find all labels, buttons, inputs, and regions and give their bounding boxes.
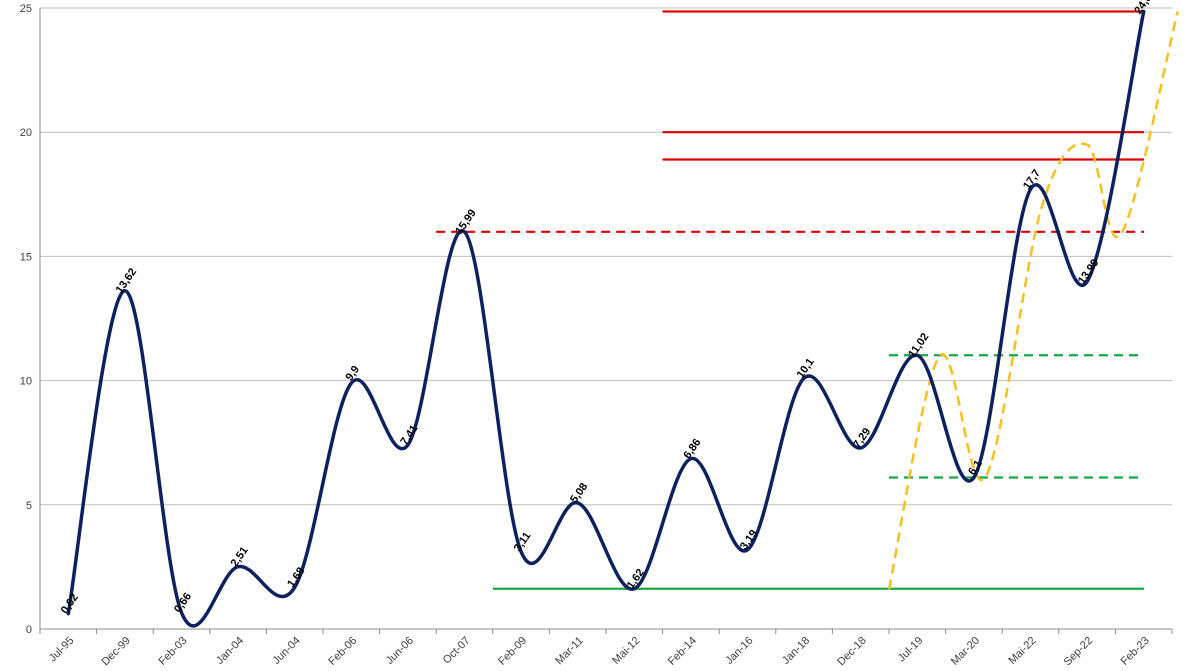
y-tick-labels: 0 5 10 15 20 25 xyxy=(20,3,32,636)
y-tick-label: 25 xyxy=(20,3,32,15)
x-tick-label: Jul-19 xyxy=(896,635,926,665)
data-point xyxy=(972,475,976,479)
y-tick-label: 0 xyxy=(26,624,32,636)
data-point xyxy=(746,548,749,552)
x-tick-label: Feb-06 xyxy=(326,635,359,668)
reference-lines xyxy=(436,10,1144,590)
x-tick-label: Feb-14 xyxy=(666,635,699,668)
series-line xyxy=(66,9,1146,628)
data-point xyxy=(349,381,353,385)
y-tick-label: 20 xyxy=(20,127,32,139)
data-point xyxy=(406,443,410,447)
data-label: 13,62 xyxy=(114,266,140,295)
x-tick-label: Jun-06 xyxy=(384,635,416,667)
x-tick-label: Jan-18 xyxy=(780,635,812,667)
data-label: 2,51 xyxy=(229,545,251,569)
x-tick-label: Mar-11 xyxy=(553,635,586,668)
data-point xyxy=(802,376,806,380)
gridlines xyxy=(40,7,1172,506)
x-tick-label: Feb-09 xyxy=(496,635,529,668)
data-point xyxy=(915,353,919,357)
series-layer xyxy=(66,9,1146,628)
x-tick-label: Jan-16 xyxy=(723,635,755,667)
x-tick-label: Mai-12 xyxy=(610,635,642,667)
data-label: 6,86 xyxy=(681,437,703,461)
data-point xyxy=(236,565,240,569)
x-tick-labels: Jul-95 Dec-99 Feb-03 Jan-04 Jun-04 Feb-06 Jun-… xyxy=(47,635,1152,669)
x-tick-label: Feb-03 xyxy=(156,635,189,668)
data-label: 0,62 xyxy=(59,592,81,616)
y-tick-label: 5 xyxy=(26,500,32,512)
data-point xyxy=(519,550,523,554)
axes xyxy=(39,8,1173,634)
data-label: 7,41 xyxy=(398,423,420,447)
x-tick-label: Dec-99 xyxy=(99,635,133,669)
x-tick-label: Sep-22 xyxy=(1062,635,1096,669)
x-tick-label: Jan-04 xyxy=(214,635,246,667)
x-tick-label: Mar-20 xyxy=(949,635,982,668)
data-point xyxy=(463,230,466,234)
data-point xyxy=(689,457,693,461)
projection-line xyxy=(887,11,1179,590)
data-point xyxy=(632,587,636,591)
data-label: 5,08 xyxy=(568,481,590,505)
data-point xyxy=(859,446,863,450)
data-labels: 0,6213,620,662,511,689,97,4115,993,115,0… xyxy=(59,0,1158,616)
x-tick-label: Mai-22 xyxy=(1006,635,1038,667)
data-point xyxy=(123,289,127,293)
data-point xyxy=(1142,9,1146,13)
x-tick-label: Feb-23 xyxy=(1119,635,1152,668)
projection-layer xyxy=(887,11,1179,590)
y-tick-label: 10 xyxy=(20,376,32,388)
data-point xyxy=(1085,279,1089,283)
data-point xyxy=(576,501,580,505)
data-point xyxy=(66,612,70,616)
x-tick-label: Jul-95 xyxy=(47,635,77,665)
data-point xyxy=(1029,187,1032,191)
data-point xyxy=(293,585,297,589)
x-tick-label: Oct-07 xyxy=(441,635,473,667)
x-tick-label: Dec-18 xyxy=(835,635,869,669)
x-tick-label: Jun-04 xyxy=(271,635,303,667)
data-point xyxy=(180,611,183,615)
data-label: 13,99 xyxy=(1076,257,1102,286)
y-tick-label: 15 xyxy=(20,251,32,263)
